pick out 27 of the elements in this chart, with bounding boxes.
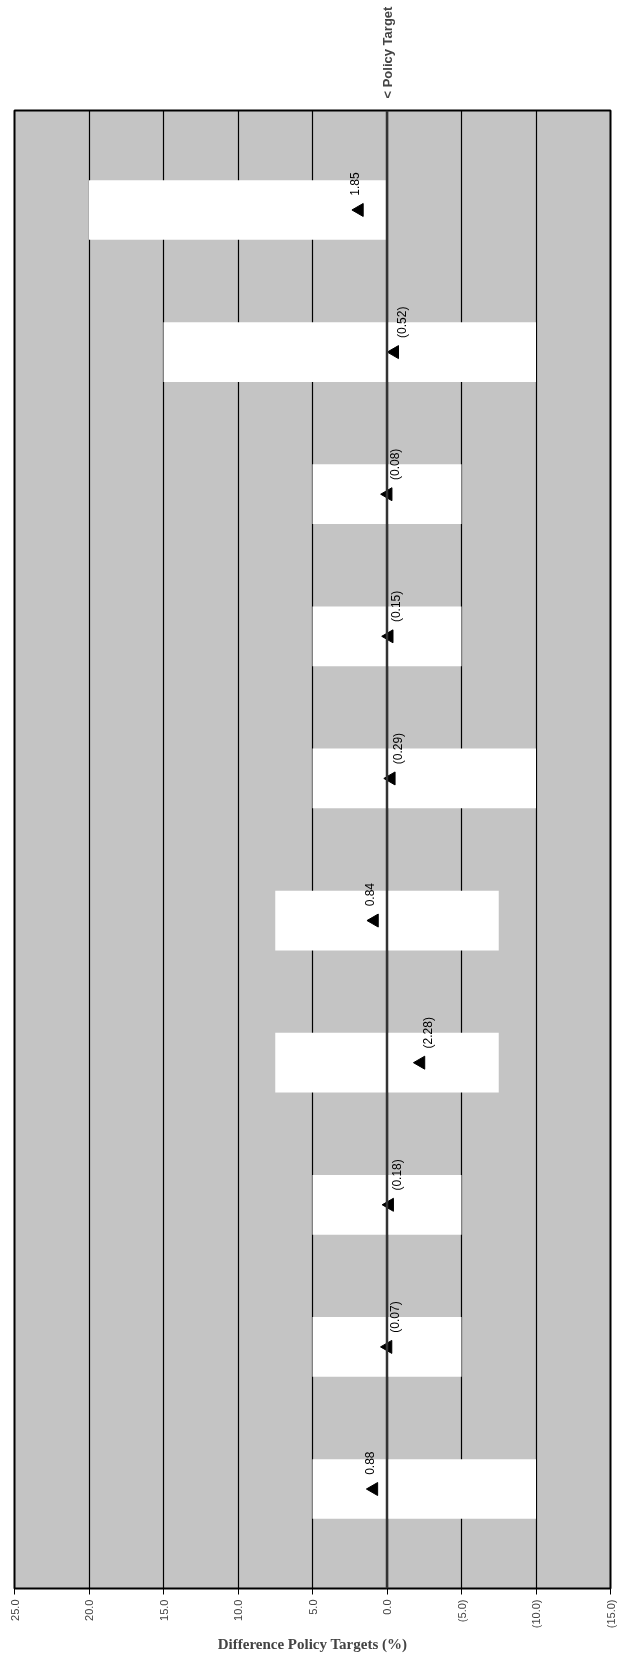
x-tick-label: (15.0) xyxy=(604,1599,617,1629)
data-label: (0.15) xyxy=(389,590,404,623)
data-label: (0.52) xyxy=(394,306,409,338)
data-label: (2.28) xyxy=(420,1017,435,1049)
point xyxy=(383,771,396,786)
point xyxy=(351,202,364,217)
data-label: (0.18) xyxy=(389,1159,404,1191)
point xyxy=(366,913,379,928)
x-tick-label: 10.0 xyxy=(232,1599,244,1621)
x-tick-label: 20.0 xyxy=(83,1599,95,1621)
x-tick-label: (10.0) xyxy=(530,1599,542,1629)
x-axis-title: Difference Policy Targets (%) xyxy=(217,1636,407,1654)
x-tick-label: 0.0 xyxy=(381,1599,393,1615)
data-label: 1.85 xyxy=(348,172,363,196)
data-label: (0.07) xyxy=(388,1301,403,1333)
data-label: 0.84 xyxy=(363,882,378,907)
x-tick-label: 5.0 xyxy=(306,1599,319,1615)
point xyxy=(365,1482,379,1497)
data-label: (0.29) xyxy=(391,732,406,765)
ref-line-label: < Policy Target xyxy=(379,5,395,99)
x-tick-label: 25.0 xyxy=(8,1599,21,1621)
x-tick-label: (5.0) xyxy=(455,1599,468,1623)
data-label: 0.88 xyxy=(362,1451,377,1475)
x-tick-label: 15.0 xyxy=(157,1599,170,1621)
data-label: (0.08) xyxy=(388,448,403,480)
point xyxy=(386,345,399,360)
point xyxy=(412,1055,426,1070)
